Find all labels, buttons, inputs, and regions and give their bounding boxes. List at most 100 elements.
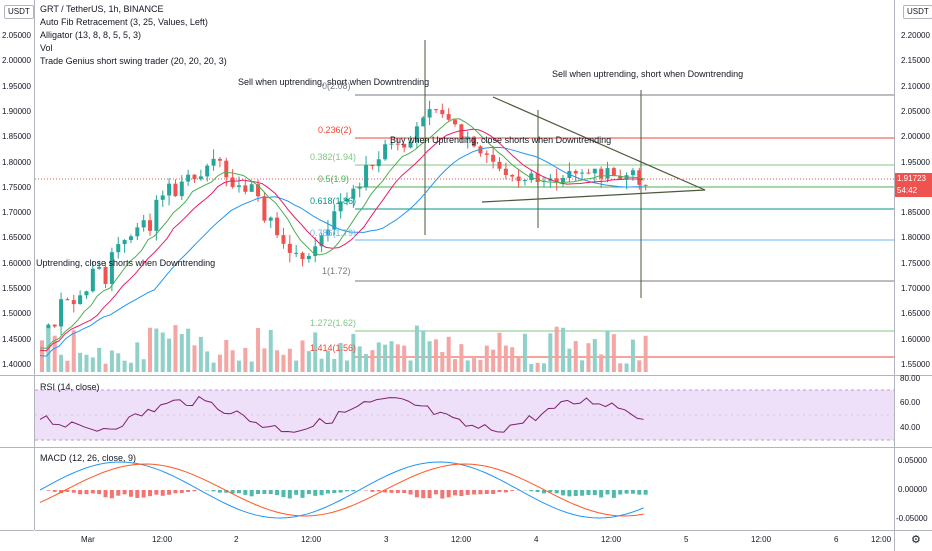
macd-hist-bar (212, 490, 216, 491)
candle-body (84, 291, 88, 295)
macd-hist-bar (72, 490, 76, 493)
right-tick: 2.05000 (901, 107, 930, 117)
volume-bar (281, 355, 285, 372)
symbol-title[interactable]: GRT / TetherUS, 1h, BINANCE (40, 4, 164, 15)
volume-bar (625, 363, 629, 372)
left-tick: 1.80000 (2, 158, 31, 168)
rsi-tick-80: 80.00 (900, 374, 920, 384)
candle-body (288, 244, 292, 253)
volume-bar (116, 353, 120, 372)
macd-hist-bar (237, 490, 241, 493)
candle-body (504, 169, 508, 175)
macd-tick-neg: -0.05000 (896, 514, 928, 524)
settings-corner[interactable]: ⚙ (894, 530, 932, 551)
macd-hist-bar (637, 490, 641, 495)
time-label-1200-d: 12:00 (601, 535, 621, 544)
volume-bar (498, 333, 502, 372)
candle-body (593, 169, 597, 174)
left-tick: 1.45000 (2, 335, 31, 345)
left-currency-badge[interactable]: USDT (4, 5, 34, 19)
time-axis[interactable]: Mar 12:00 2 12:00 3 12:00 4 12:00 5 12:0… (35, 530, 894, 551)
volume-bar (224, 340, 228, 372)
volume-bar (402, 346, 406, 372)
volume-bar (421, 330, 425, 372)
candle-body (116, 244, 120, 252)
macd-hist-bar (580, 490, 584, 496)
macd-hist-bar (593, 490, 597, 495)
volume-bar (345, 361, 349, 372)
volume-bar (409, 360, 413, 372)
right-tick: 2.15000 (901, 56, 930, 66)
macd-hist-bar (256, 490, 260, 494)
volume-bar (364, 354, 368, 372)
volume-bar (567, 349, 571, 372)
volume-bar (91, 357, 95, 372)
macd-hist-bar (301, 490, 305, 498)
volume-bar (97, 348, 101, 372)
candle-body (383, 144, 387, 159)
volume-bar (561, 328, 565, 372)
volume-bar (466, 360, 470, 372)
macd-hist-bar (498, 490, 502, 492)
candle-body (281, 235, 285, 244)
indicator-trade-genius-label[interactable]: Trade Genius short swing trader (20, 20,… (40, 56, 227, 67)
gear-icon[interactable]: ⚙ (911, 533, 921, 546)
right-currency-badge[interactable]: USDT (903, 5, 932, 19)
candle-body (78, 295, 82, 304)
right-tick: 2.20000 (901, 31, 930, 41)
candle-body (510, 175, 514, 177)
macd-hist-bar (599, 490, 603, 497)
macd-hist-bar (389, 490, 393, 493)
volume-bar (504, 346, 508, 372)
macd-hist-bar (396, 490, 400, 493)
volume-bar (599, 354, 603, 372)
macd-hist-bar (504, 490, 508, 492)
candle-body (377, 159, 381, 166)
macd-hist-bar (135, 490, 139, 498)
volume-bar (548, 333, 552, 372)
volume-bar (307, 351, 311, 372)
volume-bar (320, 359, 324, 372)
volume-bar (110, 350, 114, 372)
left-tick: 2.05000 (2, 31, 31, 41)
right-tick: 2.10000 (901, 82, 930, 92)
right-tick: 1.95000 (901, 158, 930, 168)
candle-body (59, 299, 63, 326)
volume-bar (288, 349, 292, 372)
candle-body (580, 173, 584, 174)
buy-annotation-1: Buy when Uptrending, close shorts when D… (390, 135, 611, 146)
time-label-4: 4 (534, 535, 538, 544)
volume-bar (383, 345, 387, 372)
macd-hist-bar (186, 490, 190, 492)
macd-hist-bar (294, 490, 298, 495)
triangle-pattern (482, 97, 705, 202)
macd-hist-bar (320, 490, 324, 495)
volume-bar (72, 330, 76, 372)
candle-body (154, 200, 158, 231)
time-label-3: 3 (384, 535, 388, 544)
macd-label[interactable]: MACD (12, 26, close, 9) (40, 453, 136, 464)
macd-hist-bar (313, 490, 317, 496)
volume-bar (142, 359, 146, 372)
left-tick: 1.95000 (2, 82, 31, 92)
candle-body (612, 168, 616, 176)
indicator-fib-label[interactable]: Auto Fib Retracement (3, 25, Values, Lef… (40, 17, 208, 28)
indicator-alligator-label[interactable]: Alligator (13, 8, 8, 5, 5, 3) (40, 30, 141, 41)
macd-hist-bar (606, 490, 610, 494)
rsi-label[interactable]: RSI (14, close) (40, 382, 100, 393)
time-label-1200-c: 12:00 (451, 535, 471, 544)
macd-hist-bar (459, 490, 463, 496)
indicator-vol-label[interactable]: Vol (40, 43, 53, 54)
macd-hist-bar (466, 490, 470, 495)
volume-bar (59, 355, 63, 372)
volume-bar (478, 360, 482, 372)
macd-hist-bar (281, 490, 285, 497)
fib-label-1414: 1.414(1.56) (310, 343, 356, 354)
macd-hist-bar (409, 490, 413, 494)
last-price-tag: 1.91723 (895, 173, 932, 185)
right-tick: 1.85000 (901, 208, 930, 218)
macd-hist-bar (129, 490, 133, 497)
macd-hist-bar (218, 490, 222, 493)
